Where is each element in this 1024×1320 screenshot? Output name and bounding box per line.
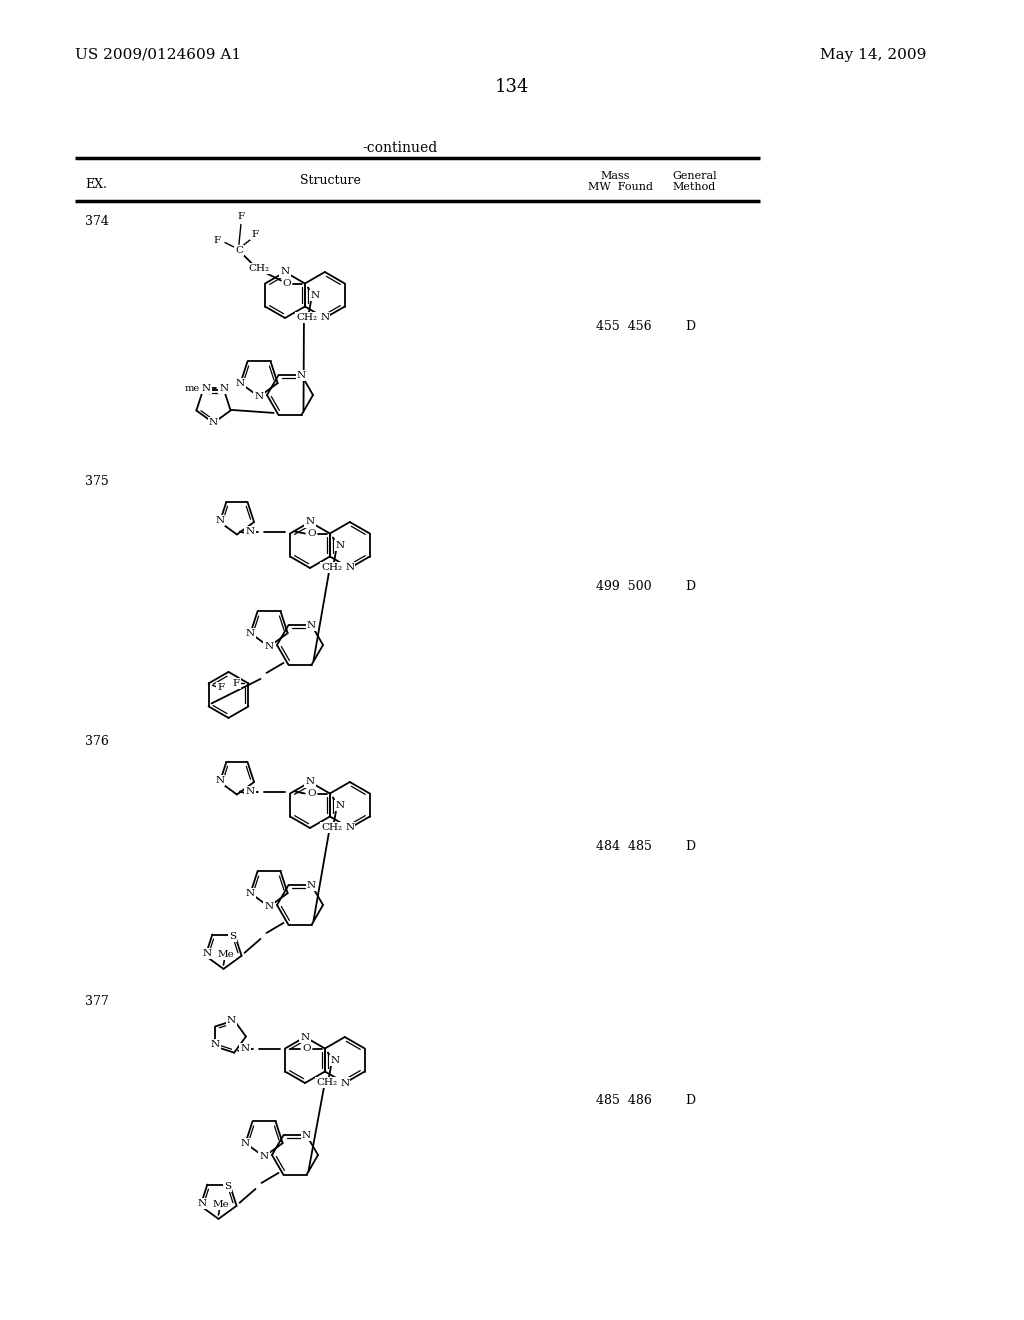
Text: N: N xyxy=(307,880,316,890)
Text: F: F xyxy=(213,236,220,246)
Text: N: N xyxy=(345,824,354,833)
Text: CH₂: CH₂ xyxy=(322,564,342,572)
Text: N: N xyxy=(209,418,218,428)
Text: N: N xyxy=(305,777,314,787)
Text: 499  500: 499 500 xyxy=(596,579,651,593)
Text: General: General xyxy=(672,172,717,181)
Text: N: N xyxy=(297,371,306,380)
Text: N: N xyxy=(321,314,330,322)
Text: N: N xyxy=(215,776,224,784)
Text: F: F xyxy=(238,213,245,220)
Text: C: C xyxy=(234,246,243,255)
Text: S: S xyxy=(224,1181,231,1191)
Text: N: N xyxy=(300,1032,309,1041)
Text: May 14, 2009: May 14, 2009 xyxy=(820,48,927,62)
Text: CH₂: CH₂ xyxy=(322,822,342,832)
Text: O: O xyxy=(283,279,291,288)
Text: D: D xyxy=(685,1094,695,1107)
Text: 455  456: 455 456 xyxy=(596,319,651,333)
Text: me: me xyxy=(184,384,200,393)
Text: D: D xyxy=(685,840,695,853)
Text: N: N xyxy=(259,1152,268,1162)
Text: N: N xyxy=(198,1200,207,1208)
Text: CH₂: CH₂ xyxy=(316,1078,338,1086)
Text: CH₂: CH₂ xyxy=(249,264,269,273)
Text: N: N xyxy=(310,290,319,300)
Text: N: N xyxy=(255,392,263,401)
Text: N: N xyxy=(335,801,344,810)
Text: D: D xyxy=(685,319,695,333)
Text: Me: Me xyxy=(212,1200,229,1209)
Text: 485  486: 485 486 xyxy=(596,1094,652,1107)
Text: N: N xyxy=(331,1056,340,1065)
Text: 375: 375 xyxy=(85,475,109,488)
Text: N: N xyxy=(246,628,255,638)
Text: -continued: -continued xyxy=(362,141,437,154)
Text: N: N xyxy=(345,564,354,573)
Text: Method: Method xyxy=(672,182,715,191)
Text: O: O xyxy=(303,1044,311,1053)
Text: D: D xyxy=(685,579,695,593)
Text: N: N xyxy=(226,1016,236,1024)
Text: N: N xyxy=(236,379,245,388)
Text: N: N xyxy=(215,516,224,524)
Text: N: N xyxy=(202,384,211,393)
Text: N: N xyxy=(340,1078,349,1088)
Text: 376: 376 xyxy=(85,735,109,748)
Text: N: N xyxy=(264,902,273,911)
Text: 377: 377 xyxy=(85,995,109,1008)
Text: N: N xyxy=(246,787,255,796)
Text: N: N xyxy=(241,1139,250,1147)
Text: Mass: Mass xyxy=(600,172,630,181)
Text: Structure: Structure xyxy=(300,174,360,187)
Text: N: N xyxy=(246,888,255,898)
Text: Me: Me xyxy=(217,950,233,960)
Text: N: N xyxy=(302,1131,311,1139)
Text: US 2009/0124609 A1: US 2009/0124609 A1 xyxy=(75,48,241,62)
Text: O: O xyxy=(307,789,316,799)
Text: EX.: EX. xyxy=(85,178,106,191)
Text: F: F xyxy=(232,678,240,688)
Text: N: N xyxy=(219,384,228,393)
Text: 374: 374 xyxy=(85,215,109,228)
Text: N: N xyxy=(203,949,212,958)
Text: N: N xyxy=(281,268,290,276)
Text: N: N xyxy=(335,541,344,550)
Text: CH₂: CH₂ xyxy=(296,313,317,322)
Text: 134: 134 xyxy=(495,78,529,96)
Text: MW  Found: MW Found xyxy=(588,182,653,191)
Text: F: F xyxy=(217,682,224,692)
Text: F: F xyxy=(251,230,258,239)
Text: N: N xyxy=(241,1044,250,1053)
Text: N: N xyxy=(211,1040,220,1049)
Text: N: N xyxy=(305,517,314,527)
Text: 484  485: 484 485 xyxy=(596,840,652,853)
Text: O: O xyxy=(307,529,316,539)
Text: S: S xyxy=(229,932,237,941)
Text: N: N xyxy=(264,643,273,651)
Text: N: N xyxy=(307,620,316,630)
Text: N: N xyxy=(246,527,255,536)
